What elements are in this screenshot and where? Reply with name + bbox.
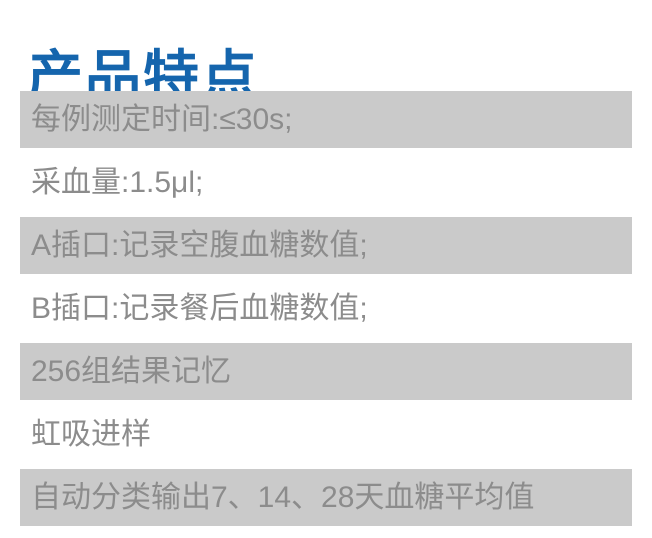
feature-row-siphon-sampling: 虹吸进样 [31, 418, 151, 451]
feature-row-port-b: B插口:记录餐后血糖数值; [31, 292, 368, 325]
feature-row-memory: 256组结果记忆 [20, 343, 632, 400]
feature-row-sample-volume: 采血量:1.5μl; [31, 166, 204, 199]
feature-list: 每例测定时间:≤30s; 采血量:1.5μl; A插口:记录空腹血糖数值; B插… [20, 91, 632, 532]
feature-row-measure-time: 每例测定时间:≤30s; [20, 91, 632, 148]
feature-row-average-output: 自动分类输出7、14、28天血糖平均值 [20, 469, 632, 526]
feature-row-port-a: A插口:记录空腹血糖数值; [20, 217, 632, 274]
